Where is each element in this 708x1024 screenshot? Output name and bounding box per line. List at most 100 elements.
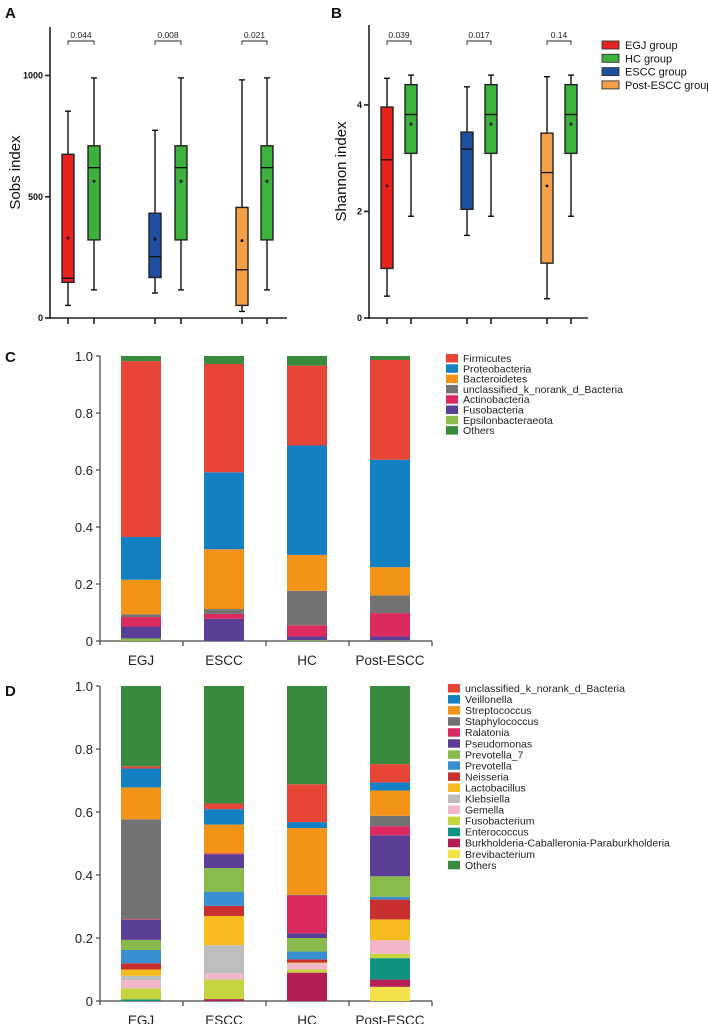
bar-segment-others xyxy=(204,686,244,804)
box-hc-group xyxy=(174,77,188,291)
legend-swatch xyxy=(448,783,460,792)
y-tick-label: 0 xyxy=(38,313,43,323)
legend-label: Actinobacteria xyxy=(463,394,530,406)
mean-point xyxy=(92,179,96,183)
bar-segment-veillonella xyxy=(121,768,161,788)
category-label: Post-ESCC xyxy=(355,1013,424,1024)
box-hc-group xyxy=(484,74,498,217)
significance-bracket xyxy=(241,40,268,45)
y-tick-label: 0.2 xyxy=(75,931,93,946)
legend-label: unclassified_k_norank_d_Bacteria xyxy=(465,683,625,695)
legend-swatch xyxy=(446,374,458,384)
box-post-escc-group xyxy=(235,79,249,313)
bar-segment-klebsiella xyxy=(287,963,327,964)
box-iqr xyxy=(148,212,162,279)
significance-bracket xyxy=(154,40,182,45)
y-tick-label: 2 xyxy=(357,206,362,216)
legend-label: Firmicutes xyxy=(463,353,511,365)
bar-segment-actinobacteria xyxy=(121,617,161,627)
box-iqr xyxy=(87,145,101,241)
legend-swatch xyxy=(448,695,460,704)
mean-point xyxy=(153,237,157,241)
category-label: Post-ESCC xyxy=(355,653,424,668)
legend-swatch xyxy=(446,395,458,404)
panel-c-phylum-stacked-bar: 0 0.2 0.4 0.6 0.8 1.0 EGJ ESCC HC Post-ESCC Firmic… xyxy=(75,349,623,668)
bar-segment-gemella xyxy=(287,963,327,970)
legend-swatch xyxy=(448,772,460,781)
bar-segment-streptococcus xyxy=(287,828,327,895)
mean-point xyxy=(240,239,244,243)
bar-segment-bacteroidetes xyxy=(121,579,161,615)
bar-segment-epsilonbacteraeota xyxy=(287,640,327,641)
y-tick-label: 0 xyxy=(86,634,93,649)
box-iqr xyxy=(484,83,498,155)
p-value-label: 0.039 xyxy=(388,30,410,40)
box-iqr xyxy=(380,106,394,270)
bar-segment-fusobacteria xyxy=(287,636,327,641)
legend-swatch xyxy=(446,405,458,414)
y-tick-label: 0 xyxy=(357,313,362,323)
category-label: EGJ xyxy=(128,1013,154,1024)
y-axis-label: Shannon index xyxy=(333,121,350,222)
y-tick-label: 0.4 xyxy=(75,520,93,535)
mean-point xyxy=(545,184,549,188)
bar-segment-lactobacillus xyxy=(370,919,410,941)
bar-segment-pseudomonas xyxy=(204,854,244,869)
bar-segment-enterococcus xyxy=(370,958,410,980)
bar-segment-unclassified-k-norank-d-bacteria xyxy=(287,784,327,823)
legend-swatch xyxy=(448,849,460,859)
bar-segment-staphylococcus xyxy=(287,894,327,896)
legend-label: Neisseria xyxy=(465,771,509,783)
bar-segment-veillonella xyxy=(370,782,410,791)
bar-segment-fusobacteria xyxy=(204,618,244,641)
box-hc-group xyxy=(260,77,274,291)
legend-label: Pseudomonas xyxy=(465,738,532,750)
bar-segment-proteobacteria xyxy=(121,536,161,580)
legend-swatch xyxy=(448,728,460,737)
bar-egj xyxy=(121,686,161,1001)
legend-swatch xyxy=(601,40,620,50)
bar-segment-unclassified-k-norank-d-bacteria xyxy=(370,764,410,783)
legend-label: Others xyxy=(463,425,495,437)
bar-segment-epsilonbacteraeota xyxy=(370,640,410,641)
bar-segment-actinobacteria xyxy=(287,625,327,637)
bar-segment-proteobacteria xyxy=(287,445,327,555)
box-egj-group xyxy=(61,110,75,307)
bar-segment-proteobacteria xyxy=(370,459,410,568)
bar-segment-brevibacterium xyxy=(370,986,410,1001)
box-iqr xyxy=(235,206,249,307)
y-tick-label: 0.6 xyxy=(75,805,93,820)
legend-swatch xyxy=(601,80,620,90)
legend-label: Lactobacillus xyxy=(465,782,526,794)
box-iqr xyxy=(61,153,75,284)
bar-segment-veillonella xyxy=(287,822,327,829)
bar-segment-bacteroidetes xyxy=(287,554,327,591)
legend-swatch xyxy=(601,53,620,63)
bar-segment-actinobacteria xyxy=(204,613,244,619)
legend-label: Others xyxy=(465,860,497,872)
legend-swatch xyxy=(448,794,460,803)
legend-label: Proteobacteria xyxy=(463,363,531,375)
bar-segment-actinobacteria xyxy=(370,613,410,637)
bar-segment-prevotella xyxy=(204,891,244,906)
y-tick-label: 4 xyxy=(357,100,362,110)
bar-segment-firmicutes xyxy=(370,359,410,460)
box-iqr xyxy=(540,132,554,264)
box-post-escc-group xyxy=(540,75,554,300)
bar-segment-others xyxy=(204,356,244,364)
box-hc-group xyxy=(404,74,418,217)
y-tick-label: 0.8 xyxy=(75,406,93,421)
legend-label: Streptococcus xyxy=(465,705,532,717)
bar-segment-ralatonia xyxy=(287,895,327,934)
bar-segment-lactobacillus xyxy=(204,915,244,946)
y-tick-label: 0.2 xyxy=(75,577,93,592)
legend-swatch xyxy=(448,684,460,693)
bar-segment-klebsiella xyxy=(121,975,161,981)
legend-swatch xyxy=(448,860,460,870)
significance-bracket xyxy=(67,40,95,45)
y-tick-label: 0 xyxy=(86,994,93,1009)
mean-point xyxy=(489,122,493,126)
legend-swatch xyxy=(446,354,458,363)
bar-segment-firmicutes xyxy=(287,365,327,446)
bar-segment-streptococcus xyxy=(121,787,161,820)
